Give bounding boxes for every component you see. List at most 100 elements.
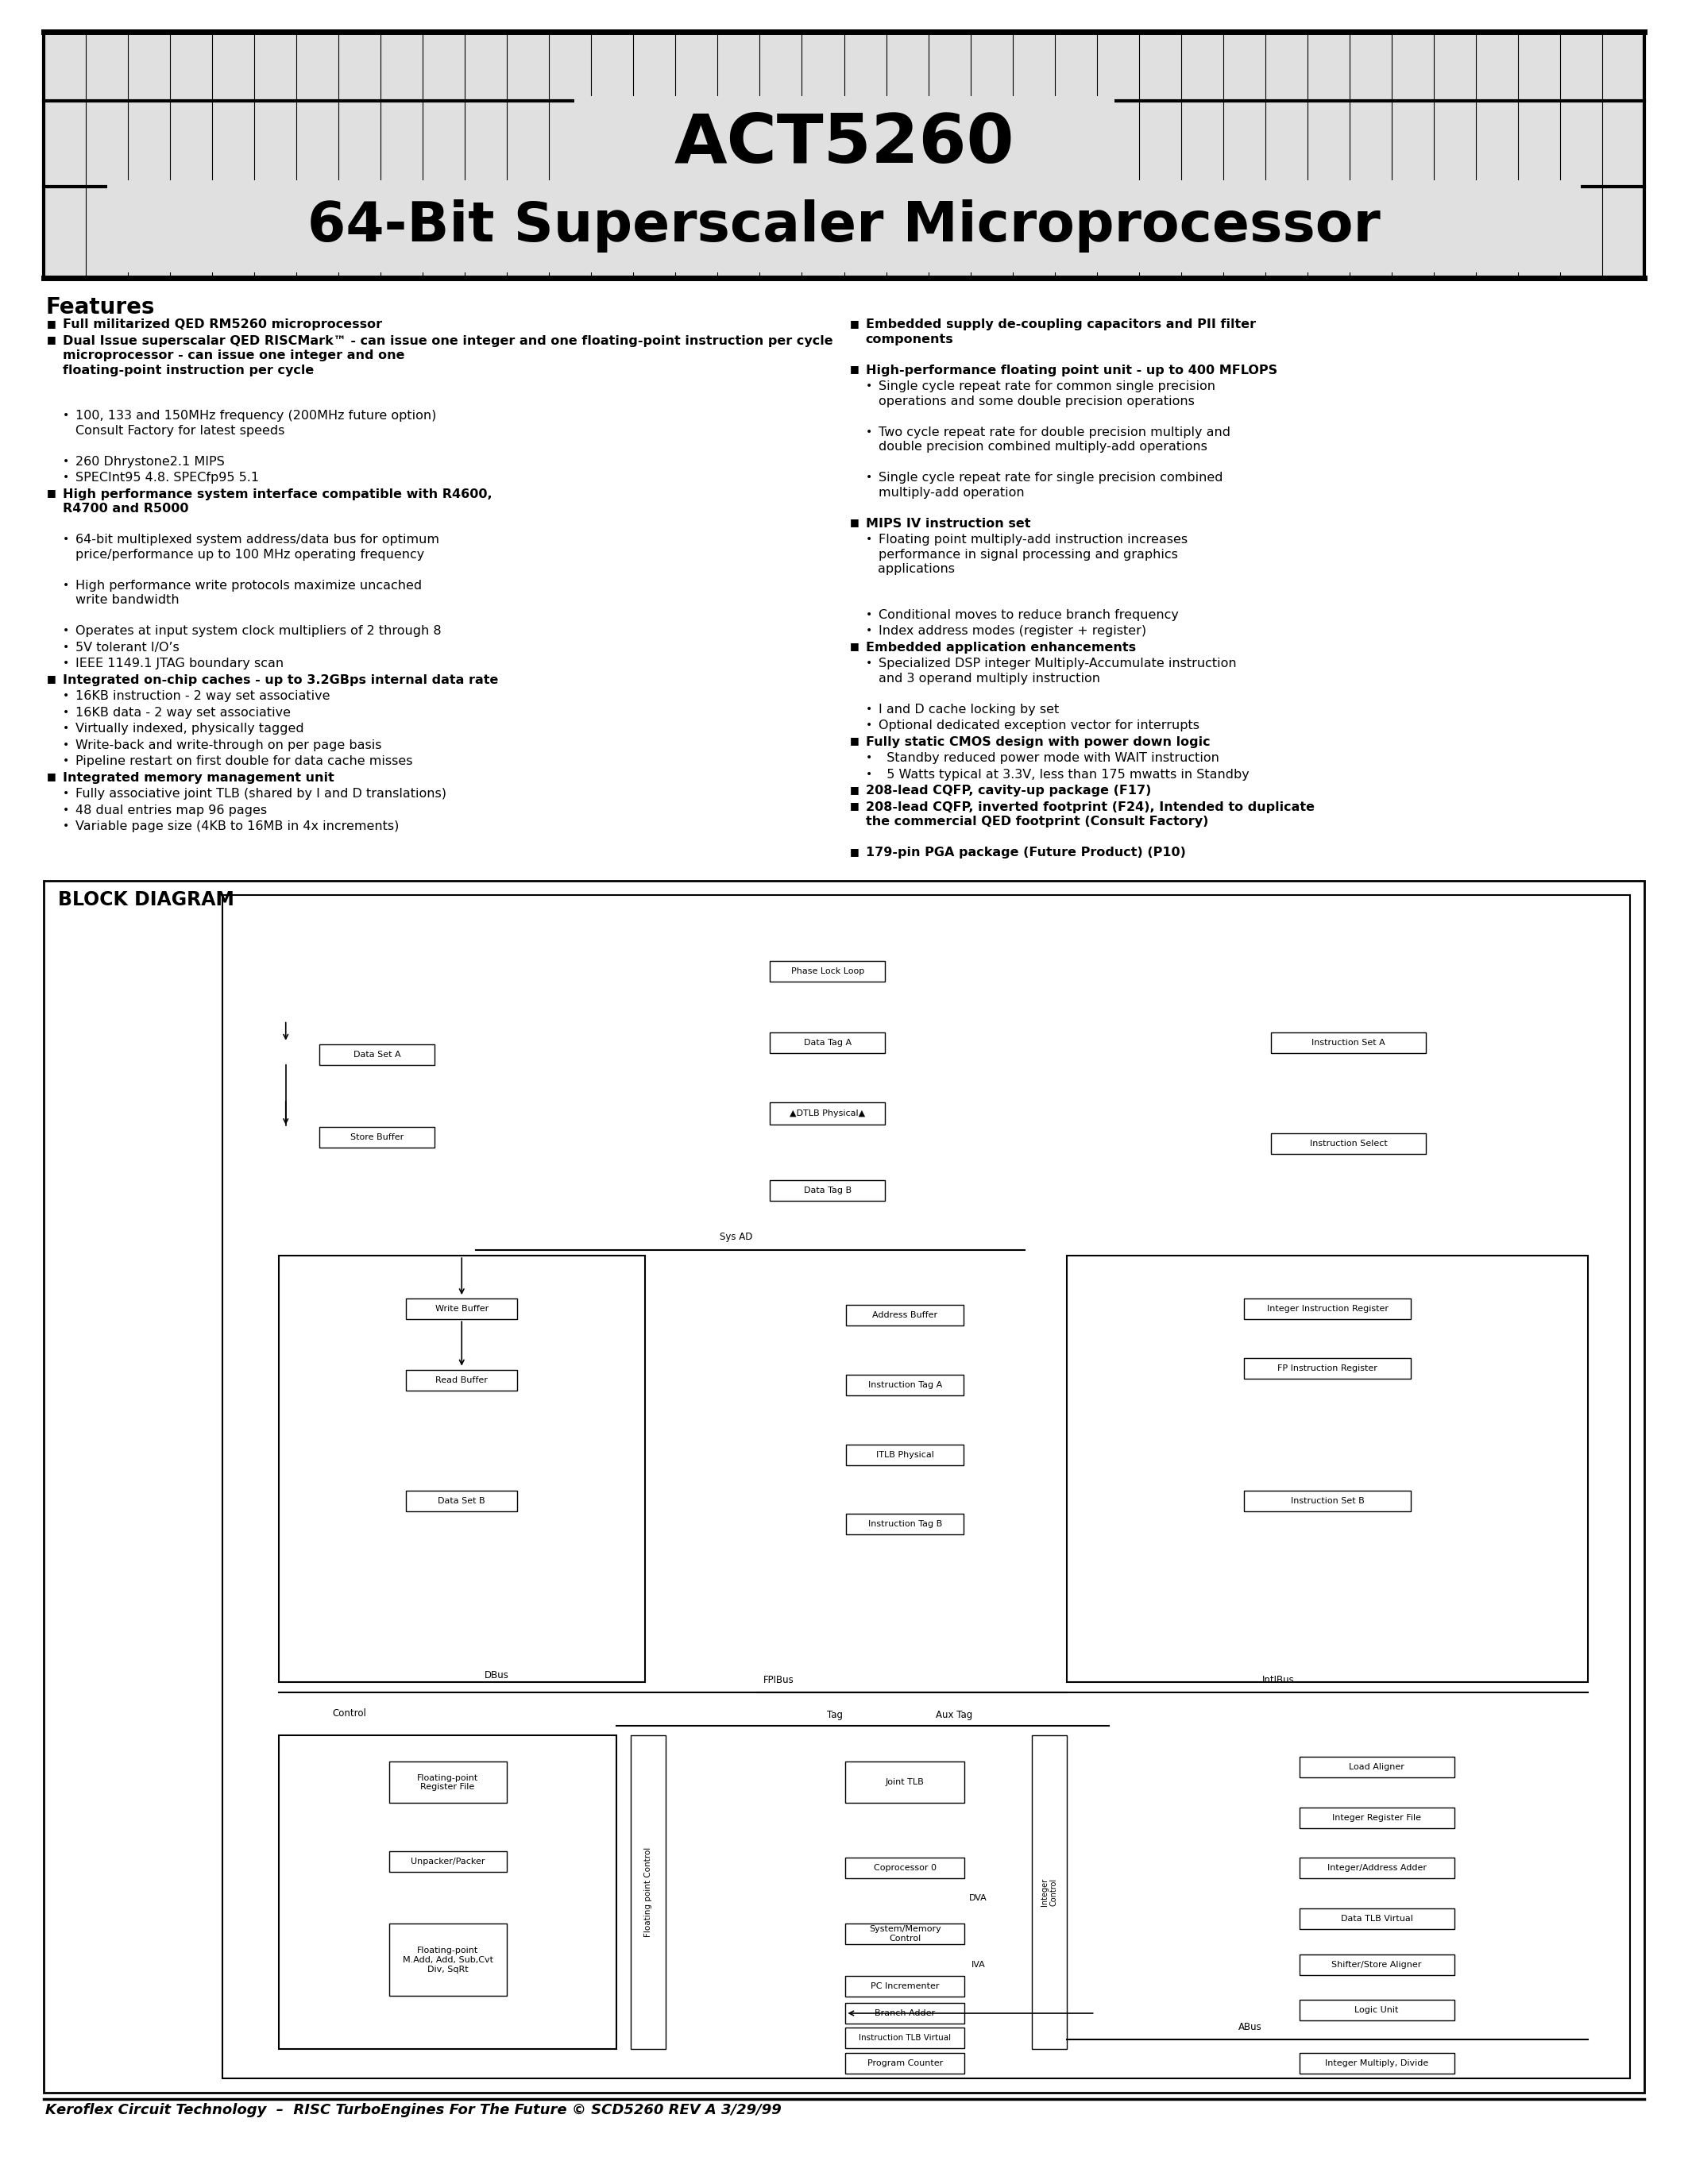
Text: •: • (62, 804, 69, 815)
Text: 5V tolerant I/O’s: 5V tolerant I/O’s (76, 642, 179, 653)
Text: 208-lead CQFP, cavity-up package (F17): 208-lead CQFP, cavity-up package (F17) (866, 784, 1151, 797)
Text: •: • (62, 642, 69, 653)
Text: Conditional moves to reduce branch frequency: Conditional moves to reduce branch frequ… (878, 609, 1178, 620)
Bar (1244, 1299, 1411, 1319)
Text: performance in signal processing and graphics: performance in signal processing and gra… (878, 548, 1178, 561)
Text: ACT5260: ACT5260 (674, 111, 1014, 177)
Text: ■: ■ (47, 675, 56, 684)
Bar (388, 1924, 506, 1996)
Text: •: • (866, 472, 873, 483)
Text: •: • (866, 703, 873, 714)
Text: •: • (866, 769, 873, 780)
Text: ▲DTLB Physical▲: ▲DTLB Physical▲ (790, 1109, 866, 1118)
Text: System/Memory
Control: System/Memory Control (869, 1926, 942, 1942)
Text: Integer Multiply, Divide: Integer Multiply, Divide (1325, 2060, 1428, 2066)
Text: ITLB Physical: ITLB Physical (876, 1450, 933, 1459)
Text: Data TLB Virtual: Data TLB Virtual (1340, 1915, 1413, 1922)
Text: ■: ■ (849, 319, 859, 330)
Text: 16KB instruction - 2 way set associative: 16KB instruction - 2 way set associative (76, 690, 331, 701)
Text: Dual Issue superscalar QED RISCMark™ - can issue one integer and one floating-po: Dual Issue superscalar QED RISCMark™ - c… (62, 334, 832, 347)
Text: IEEE 1149.1 JTAG boundary scan: IEEE 1149.1 JTAG boundary scan (76, 657, 284, 670)
Text: price/performance up to 100 MHz operating frequency: price/performance up to 100 MHz operatin… (76, 548, 424, 561)
Bar (1300, 1856, 1453, 1878)
Text: Integrated memory management unit: Integrated memory management unit (62, 771, 334, 784)
Text: •: • (866, 657, 873, 668)
Text: IVA: IVA (971, 1961, 986, 1968)
Text: Read Buffer: Read Buffer (436, 1376, 488, 1385)
Text: ■: ■ (849, 365, 859, 373)
Text: Write Buffer: Write Buffer (436, 1306, 488, 1313)
Text: •: • (62, 472, 69, 483)
Bar (1271, 1133, 1426, 1153)
Bar (846, 1304, 964, 1326)
Text: floating-point instruction per cycle: floating-point instruction per cycle (62, 365, 314, 376)
Bar (846, 1514, 964, 1535)
Text: Virtually indexed, physically tagged: Virtually indexed, physically tagged (76, 723, 304, 734)
Bar (846, 1374, 964, 1396)
Text: ABus: ABus (1237, 2022, 1261, 2031)
Bar (279, 1734, 616, 2049)
Bar (846, 1924, 964, 1944)
Text: Embedded supply de-coupling capacitors and PII filter: Embedded supply de-coupling capacitors a… (866, 319, 1256, 330)
Text: Specialized DSP integer Multiply-Accumulate instruction: Specialized DSP integer Multiply-Accumul… (878, 657, 1236, 670)
Text: Logic Unit: Logic Unit (1355, 2005, 1399, 2014)
Bar (1244, 1489, 1411, 1511)
Text: Fully static CMOS design with power down logic: Fully static CMOS design with power down… (866, 736, 1210, 747)
Bar (223, 895, 1631, 2079)
Bar (1300, 1998, 1453, 2020)
Text: Floating-point
Register File: Floating-point Register File (417, 1773, 478, 1791)
Text: 260 Dhrystone2.1 MIPS: 260 Dhrystone2.1 MIPS (76, 456, 225, 467)
Text: •: • (866, 533, 873, 544)
Text: ■: ■ (849, 736, 859, 747)
Text: Single cycle repeat rate for single precision combined: Single cycle repeat rate for single prec… (878, 472, 1222, 483)
Text: SPECInt95 4.8. SPECfp95 5.1: SPECInt95 4.8. SPECfp95 5.1 (76, 472, 258, 483)
Bar (1244, 1358, 1411, 1378)
Bar (1300, 1955, 1453, 1974)
Text: MIPS IV instruction set: MIPS IV instruction set (866, 518, 1030, 529)
Text: Floating-point
M.Add, Add, Sub,Cvt
Div, SqRt: Floating-point M.Add, Add, Sub,Cvt Div, … (402, 1946, 493, 1972)
Text: Joint TLB: Joint TLB (886, 1778, 925, 1787)
Bar (279, 1256, 645, 1682)
Text: Data Set A: Data Set A (353, 1051, 402, 1059)
Text: PC Incrementer: PC Incrementer (871, 1983, 940, 1990)
Text: Phase Lock Loop: Phase Lock Loop (792, 968, 864, 976)
Text: applications: applications (878, 563, 955, 574)
Text: FP Instruction Register: FP Instruction Register (1278, 1365, 1377, 1372)
Bar (388, 1762, 506, 1804)
Text: R4700 and R5000: R4700 and R5000 (62, 502, 189, 515)
Bar (44, 33, 1644, 277)
Text: 208-lead CQFP, inverted footprint (F24), Intended to duplicate: 208-lead CQFP, inverted footprint (F24),… (866, 802, 1315, 812)
Text: 5 Watts typical at 3.3V, less than 175 mwatts in Standby: 5 Watts typical at 3.3V, less than 175 m… (878, 769, 1249, 780)
Text: Write-back and write-through on per page basis: Write-back and write-through on per page… (76, 738, 381, 751)
Text: Index address modes (register + register): Index address modes (register + register… (878, 625, 1146, 638)
Text: Instruction Tag B: Instruction Tag B (868, 1520, 942, 1529)
Bar (407, 1299, 517, 1319)
Text: I and D cache locking by set: I and D cache locking by set (878, 703, 1058, 714)
Text: Sys AD: Sys AD (719, 1232, 753, 1243)
Text: •: • (866, 426, 873, 437)
Text: BLOCK DIAGRAM: BLOCK DIAGRAM (57, 889, 235, 909)
Text: and 3 operand multiply instruction: and 3 operand multiply instruction (878, 673, 1101, 684)
Text: Fully associative joint TLB (shared by I and D translations): Fully associative joint TLB (shared by I… (76, 788, 446, 799)
Text: Instruction Set B: Instruction Set B (1291, 1496, 1364, 1505)
Bar (319, 1044, 436, 1066)
Text: Two cycle repeat rate for double precision multiply and: Two cycle repeat rate for double precisi… (878, 426, 1231, 439)
Bar (846, 2003, 964, 2025)
Bar (770, 1033, 885, 1053)
Text: •: • (866, 380, 873, 391)
Text: Pipeline restart on first double for data cache misses: Pipeline restart on first double for dat… (76, 756, 412, 767)
Bar (108, 179, 1580, 273)
Text: •: • (62, 657, 69, 668)
Text: Instruction Set A: Instruction Set A (1312, 1040, 1386, 1046)
Text: Data Set B: Data Set B (437, 1496, 486, 1505)
Text: Floating point multiply-add instruction increases: Floating point multiply-add instruction … (878, 533, 1187, 546)
Text: Instruction TLB Virtual: Instruction TLB Virtual (859, 2033, 952, 2042)
Bar (846, 1762, 964, 1804)
Text: write bandwidth: write bandwidth (76, 594, 179, 605)
Text: Shifter/Store Aligner: Shifter/Store Aligner (1332, 1961, 1421, 1968)
Bar (319, 1127, 436, 1147)
Text: Integer/Address Adder: Integer/Address Adder (1327, 1863, 1426, 1872)
Bar (770, 1103, 885, 1125)
Text: Instruction Select: Instruction Select (1310, 1140, 1388, 1147)
Text: •: • (866, 625, 873, 636)
